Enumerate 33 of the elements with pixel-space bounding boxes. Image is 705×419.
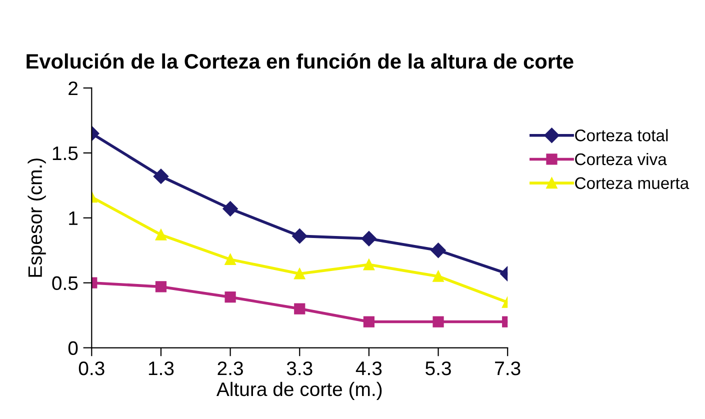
- point: [361, 231, 377, 246]
- x-tick-label: 3.3: [286, 361, 312, 376]
- y-tick-label: 2: [68, 81, 78, 96]
- x-tick-label: 2.3: [218, 361, 243, 376]
- legend-label: Corteza total: [575, 129, 668, 142]
- x-tick-label: 7.3: [495, 361, 520, 376]
- point: [294, 268, 306, 280]
- x-axis-title: Altura de corte (m.): [216, 382, 382, 400]
- x-tick-label: 1.3: [148, 361, 174, 376]
- legend-label: Corteza muerta: [575, 177, 690, 190]
- point: [294, 303, 306, 314]
- x-tick-label: 0.3: [78, 361, 104, 376]
- point: [155, 281, 167, 292]
- y-tick-label: 1.5: [52, 146, 78, 160]
- legend-label: Corteza viva: [575, 152, 667, 166]
- point: [224, 292, 236, 303]
- point: [224, 254, 236, 265]
- x-tick-label: 5.3: [426, 361, 451, 376]
- y-tick-label: 0.5: [52, 276, 78, 290]
- point: [363, 259, 375, 270]
- y-tick-label: 0: [68, 341, 78, 356]
- point: [363, 316, 375, 328]
- point: [222, 201, 238, 216]
- point: [430, 242, 446, 258]
- chart-title: Evolución de la Corteza en función de la altura de corte: [26, 53, 574, 69]
- point: [432, 316, 444, 328]
- y-axis-title: Espesor (cm.): [28, 158, 46, 277]
- y-tick-label: 1: [69, 212, 78, 225]
- point: [432, 270, 444, 282]
- point: [155, 229, 167, 240]
- point: [292, 228, 308, 244]
- point: [153, 168, 169, 184]
- x-tick-label: 4.3: [356, 361, 382, 376]
